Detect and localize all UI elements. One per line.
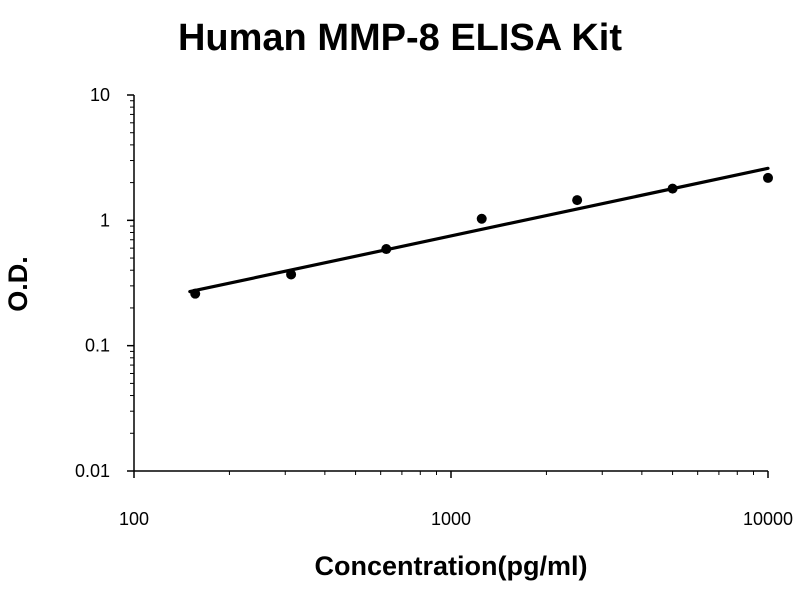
y-tick-label: 0.01	[75, 461, 110, 481]
y-tick-label: 0.1	[85, 336, 110, 356]
ticks	[127, 94, 769, 478]
chart-title: Human MMP-8 ELISA Kit	[178, 17, 622, 59]
x-tick-label: 10000	[743, 509, 793, 529]
marks	[188, 166, 773, 299]
trendline	[188, 166, 770, 294]
y-tick-label: 1	[100, 210, 110, 230]
x-axis-label: Concentration(pg/ml)	[315, 551, 588, 581]
data-point	[190, 288, 201, 299]
data-point	[572, 195, 583, 206]
data-point	[763, 172, 773, 183]
y-tick-label: 10	[90, 85, 110, 105]
data-point	[286, 269, 297, 280]
y-axis-label: O.D.	[3, 256, 33, 312]
data-point	[476, 213, 487, 224]
x-tick-label: 100	[119, 509, 149, 529]
tick-labels: 0.01 0.1 1 10 100 1000 10000	[75, 85, 793, 529]
data-point	[381, 244, 392, 255]
x-tick-label: 1000	[431, 509, 471, 529]
data-point	[667, 183, 678, 194]
